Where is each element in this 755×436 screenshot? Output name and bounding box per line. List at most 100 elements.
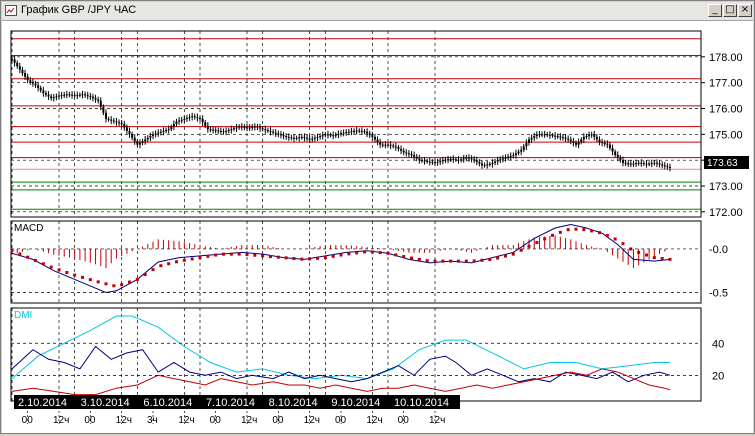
price-candle-body: [358, 130, 361, 132]
date-label: 6.10.2014: [143, 397, 192, 409]
price-candle-body: [146, 137, 149, 140]
macd-signal-point: [182, 258, 186, 262]
price-candle-body: [269, 130, 272, 132]
price-candle-body: [499, 159, 502, 161]
price-candle-body: [259, 127, 262, 129]
price-candle-body: [491, 162, 494, 165]
hour-label: 00: [84, 415, 96, 426]
price-candle-body: [84, 94, 87, 96]
price-candle-body: [368, 133, 371, 136]
price-candle-body: [71, 94, 74, 96]
price-candle-body: [120, 123, 123, 125]
maximize-button[interactable]: □: [723, 4, 737, 17]
date-label: 10.10.2014: [394, 397, 449, 409]
chart-icon: [5, 5, 17, 16]
macd-signal-point: [425, 259, 429, 263]
price-candle-body: [413, 155, 416, 157]
price-candle-body: [601, 142, 604, 144]
price-candle-body: [136, 141, 139, 145]
price-candle-body: [295, 137, 298, 139]
price-candle-body: [185, 117, 188, 119]
hour-label: 12ч: [53, 415, 69, 426]
macd-signal-point: [198, 256, 202, 260]
price-candle-body: [248, 127, 251, 129]
macd-signal-point: [637, 250, 641, 254]
price-candle-body: [619, 157, 622, 161]
dmi-axis-label: 40: [712, 338, 724, 350]
minimize-button[interactable]: _: [708, 4, 722, 17]
date-label-box: [139, 395, 204, 409]
macd-signal-point: [96, 280, 100, 284]
price-candle-body: [65, 94, 68, 96]
price-candle-body: [407, 153, 410, 155]
price-candle-body: [452, 158, 455, 160]
price-candle-body: [225, 130, 228, 132]
price-candle-body: [543, 134, 546, 136]
date-label: 3.10.2014: [81, 397, 130, 409]
price-candle-body: [24, 73, 27, 77]
price-candle-body: [204, 122, 207, 126]
price-candle-body: [227, 130, 230, 132]
price-candle-body: [376, 139, 379, 143]
price-candle-body: [217, 130, 220, 132]
price-candle-body: [29, 80, 32, 82]
hour-label: 3ч: [147, 415, 158, 426]
price-candle-body: [575, 142, 577, 145]
price-candle-body: [577, 142, 580, 145]
price-candle-body: [590, 134, 593, 136]
hour-label: 12ч: [366, 415, 382, 426]
price-candle-body: [439, 161, 442, 163]
price-candle-body: [423, 160, 426, 162]
macd-signal-point: [566, 228, 570, 232]
hour-label: 12ч: [304, 415, 320, 426]
price-candle-body: [564, 137, 567, 139]
price-candle-body: [89, 96, 92, 98]
price-candle-body: [311, 138, 314, 140]
hour-label: 00: [22, 415, 34, 426]
date-label-box: [390, 395, 460, 409]
price-candle-body: [345, 132, 348, 134]
close-button[interactable]: ×: [738, 4, 752, 17]
price-candle-body: [616, 155, 619, 158]
macd-signal-point: [222, 252, 225, 256]
price-candle-body: [290, 137, 293, 139]
hour-label: 12ч: [241, 415, 257, 426]
macd-signal-point: [253, 253, 257, 257]
price-candle-body: [154, 133, 157, 135]
price-candle-body: [593, 134, 596, 137]
macd-signal-point: [668, 257, 672, 261]
macd-signal-point: [355, 251, 359, 255]
price-candle-body: [528, 139, 530, 143]
price-candle-body: [149, 136, 152, 138]
chart-canvas[interactable]: 178.00177.00176.00175.00174.00173.00172.…: [2, 21, 753, 433]
price-candle-body: [256, 126, 259, 128]
price-candle-body: [52, 97, 55, 99]
macd-line: [11, 223, 671, 294]
date-label-box: [76, 395, 141, 409]
macd-signal-point: [175, 260, 178, 264]
price-candle-body: [441, 160, 444, 162]
date-label: 7.10.2014: [206, 397, 255, 409]
price-candle-body: [264, 129, 267, 131]
title-bar[interactable]: График GBP /JPY ЧАС _ □ ×: [2, 2, 753, 21]
macd-signal-point: [480, 258, 484, 262]
price-candle-body: [230, 129, 233, 131]
price-candle-body: [556, 136, 559, 138]
macd-signal-point: [57, 268, 61, 272]
price-candle-body: [559, 136, 562, 138]
price-candle-body: [266, 130, 269, 132]
price-candle-body: [666, 166, 669, 168]
price-candle-body: [371, 135, 374, 137]
price-candle-body: [81, 94, 84, 96]
price-candle-body: [629, 163, 632, 165]
macd-signal-point: [394, 253, 398, 257]
price-axis-label: 177.00: [709, 78, 743, 90]
price-candle-body: [428, 161, 431, 163]
macd-signal-point: [26, 255, 30, 259]
price-candle-body: [243, 127, 246, 129]
price-candle-body: [444, 159, 447, 161]
price-candle-body: [298, 137, 301, 139]
price-candle-body: [131, 134, 134, 138]
price-candle-body: [658, 163, 661, 165]
chart-area[interactable]: 178.00177.00176.00175.00174.00173.00172.…: [2, 21, 753, 433]
